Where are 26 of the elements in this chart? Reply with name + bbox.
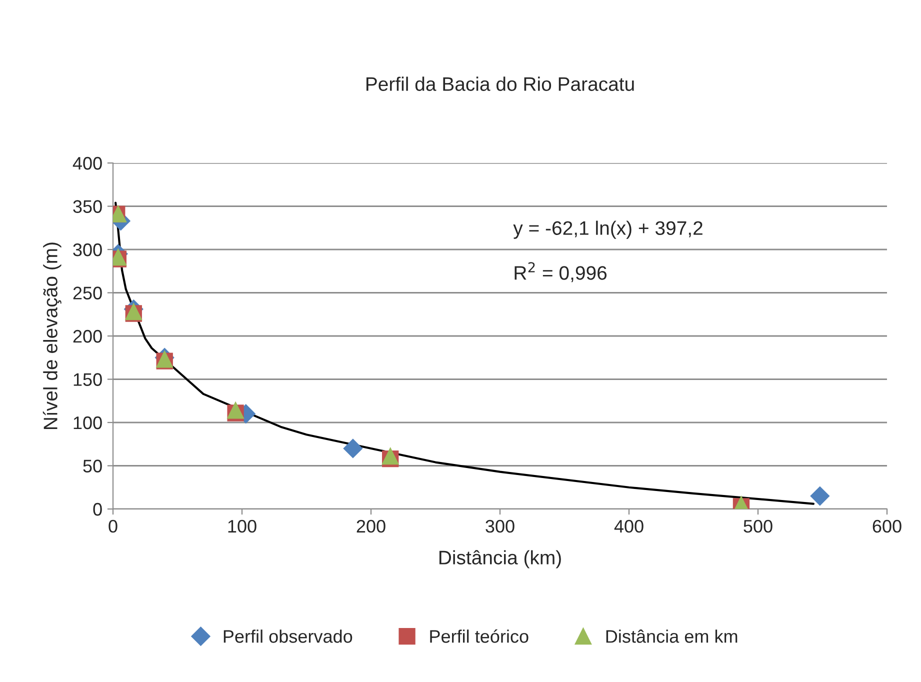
annotation: y = -62,1 ln(x) + 397,2 <box>513 220 702 239</box>
y-tick-label: 0 <box>93 502 102 516</box>
y-tick-label: 150 <box>74 373 102 386</box>
y-tick-label: 300 <box>73 243 102 256</box>
legend-label: Perfil observado <box>224 630 352 643</box>
y-axis-title: Nível de elevação (m) <box>42 242 62 429</box>
y-tick-label: 50 <box>83 460 102 472</box>
x-tick-label: 600 <box>872 520 902 533</box>
annotation: R$^{2}$ = 0,996 <box>514 262 607 282</box>
x-tick-label: 500 <box>744 520 772 533</box>
legend-label: Distância em km <box>606 630 738 643</box>
y-tick-label: 200 <box>73 330 102 343</box>
y-tick-label: 350 <box>73 200 102 213</box>
x-tick-label: 200 <box>356 520 386 533</box>
x-tick-label: 100 <box>228 520 256 533</box>
chart-title: Perfil da Bacia do Rio Paracatu <box>366 76 634 91</box>
point <box>343 438 362 458</box>
x-tick-label: 0 <box>108 520 118 533</box>
y-tick-label: 100 <box>74 416 102 430</box>
y-tick-label: 400 <box>72 156 102 170</box>
legend-label: Perfil teórico <box>430 629 528 643</box>
x-tick-label: 400 <box>614 520 644 533</box>
x-axis-title: Distância (km) <box>439 550 561 568</box>
y-tick-label: 250 <box>73 286 102 300</box>
point <box>810 486 830 506</box>
x-tick-label: 300 <box>486 520 514 533</box>
